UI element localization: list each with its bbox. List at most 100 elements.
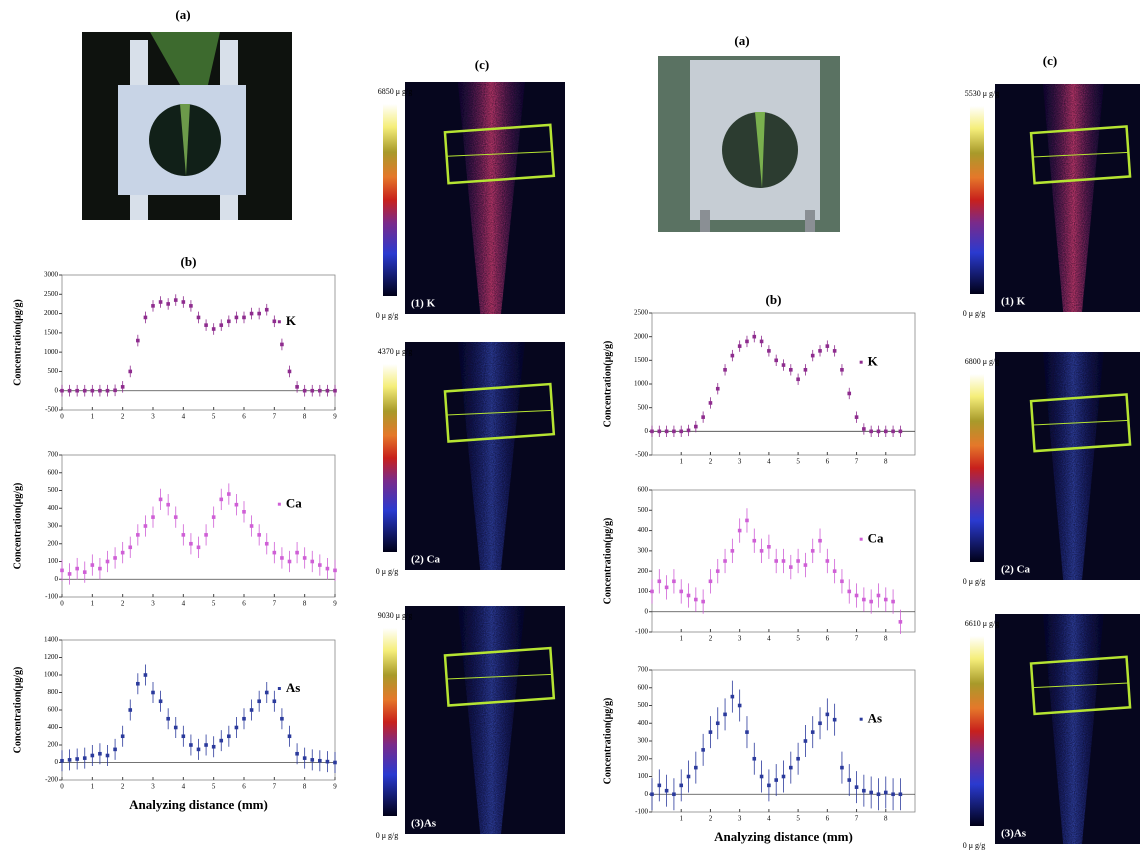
data-point — [679, 784, 683, 788]
y-axis-label: Concentration(μg/g) — [602, 341, 613, 428]
y-tick-label: -500 — [45, 406, 58, 414]
color-bar-min: 0 μ g/g — [963, 841, 986, 850]
y-tick-label: 1200 — [44, 653, 59, 661]
data-point — [709, 401, 713, 405]
x-tick-label: 4 — [182, 600, 186, 608]
data-point — [760, 549, 764, 553]
legend-marker — [278, 320, 281, 323]
legend-marker — [278, 687, 281, 690]
x-tick-label: 2 — [709, 635, 713, 643]
x-tick-label: 2 — [121, 783, 125, 791]
x-tick-label: 4 — [767, 458, 771, 466]
data-point — [745, 730, 749, 734]
x-tick-label: 3 — [151, 600, 155, 608]
plot-frame — [62, 455, 335, 597]
data-point — [166, 717, 170, 721]
legend-marker — [278, 503, 281, 506]
data-point — [723, 559, 727, 563]
map-label: (c) — [475, 57, 489, 72]
data-point — [303, 389, 307, 393]
data-point — [242, 717, 246, 721]
x-tick-label: 5 — [212, 413, 216, 421]
x-tick-label: 5 — [212, 783, 216, 791]
data-point — [189, 542, 193, 546]
data-point — [326, 567, 330, 571]
data-point — [318, 389, 322, 393]
data-point — [113, 748, 117, 752]
data-point — [310, 389, 314, 393]
data-point — [106, 389, 110, 393]
x-tick-label: 7 — [273, 600, 277, 608]
data-point — [752, 757, 756, 761]
data-point — [752, 335, 756, 339]
data-point — [91, 754, 95, 758]
y-axis-label: Concentration(μg/g) — [12, 299, 23, 386]
data-point — [723, 368, 727, 372]
color-bar — [383, 364, 397, 552]
y-tick-label: 3000 — [44, 271, 59, 279]
data-point — [121, 551, 125, 555]
y-tick-label: 500 — [48, 367, 59, 375]
y-tick-label: 300 — [48, 522, 59, 530]
data-point — [265, 308, 269, 312]
data-point — [731, 354, 735, 358]
x-tick-label: 1 — [91, 413, 95, 421]
data-point — [658, 579, 662, 583]
data-point — [855, 785, 859, 789]
y-tick-label: 1000 — [634, 380, 649, 388]
data-point — [840, 766, 844, 770]
data-point — [658, 784, 662, 788]
map-label: (c) — [1043, 53, 1057, 68]
data-point — [250, 524, 254, 528]
y-tick-label: 2500 — [44, 290, 59, 298]
map-label: (2) Ca — [1001, 564, 1031, 576]
x-tick-label: 2 — [121, 413, 125, 421]
data-point — [227, 319, 231, 323]
data-point — [310, 758, 314, 762]
y-tick-label: 400 — [48, 504, 59, 512]
data-point — [796, 757, 800, 761]
legend-marker — [860, 538, 863, 541]
x-tick-label: 7 — [855, 458, 859, 466]
data-point — [796, 377, 800, 381]
y-tick-label: -100 — [45, 593, 58, 601]
data-point — [789, 766, 793, 770]
x-tick-label: 3 — [151, 413, 155, 421]
color-bar-max: 4370 μ g/g — [378, 347, 413, 356]
x-tick-label: 2 — [709, 458, 713, 466]
data-point — [789, 368, 793, 372]
data-point — [159, 699, 163, 703]
data-point — [235, 726, 239, 730]
data-point — [280, 343, 284, 347]
data-point — [166, 503, 170, 507]
y-tick-label: 100 — [638, 772, 649, 780]
y-tick-label: 0 — [645, 427, 649, 435]
data-point — [75, 389, 79, 393]
y-axis-label: Concentration(μg/g) — [12, 483, 23, 570]
data-point — [91, 563, 95, 567]
color-bar-min: 0 μ g/g — [963, 309, 986, 318]
data-point — [189, 304, 193, 308]
x-tick-label: 8 — [884, 635, 888, 643]
legend-label: K — [286, 313, 297, 328]
data-point — [701, 415, 705, 419]
y-tick-label: 500 — [638, 701, 649, 709]
data-point — [847, 392, 851, 396]
y-tick-label: 0 — [55, 758, 59, 766]
data-point — [767, 545, 771, 549]
data-point — [204, 323, 208, 327]
y-axis-label: Concentration(μg/g) — [602, 698, 613, 785]
data-point — [303, 756, 307, 760]
data-point — [159, 300, 163, 304]
data-point — [650, 792, 654, 796]
color-bar-max: 6610 μ g/g — [965, 619, 1000, 628]
data-point — [869, 600, 873, 604]
data-point — [280, 556, 284, 560]
data-point — [884, 791, 888, 795]
y-axis-label: Concentration(μg/g) — [602, 518, 613, 605]
x-tick-label: 1 — [91, 783, 95, 791]
data-point — [877, 594, 881, 598]
x-tick-label: 0 — [60, 783, 64, 791]
data-point — [204, 743, 208, 747]
data-point — [694, 425, 698, 429]
